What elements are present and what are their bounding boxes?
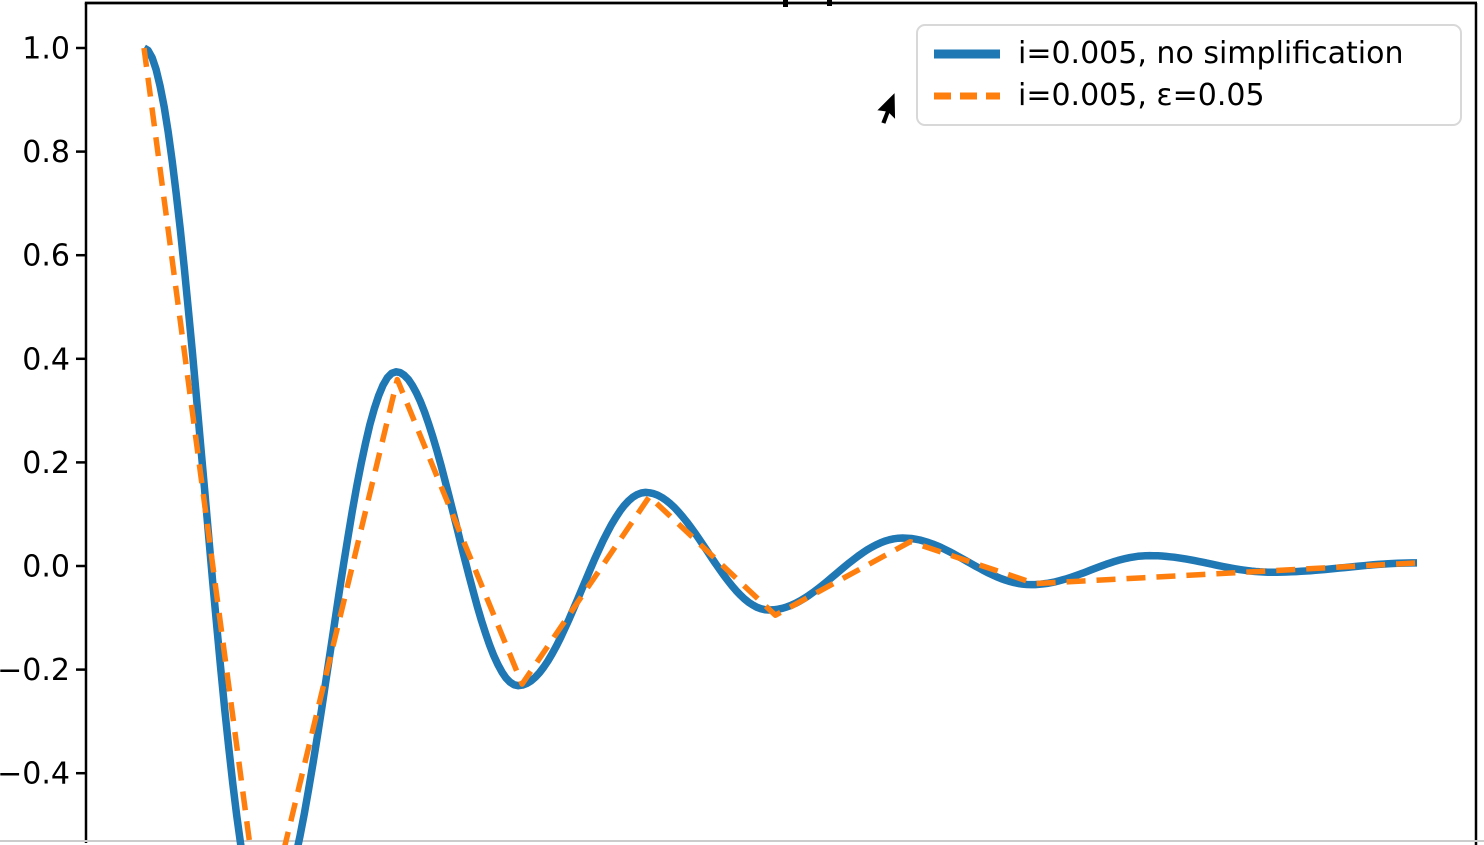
y-tick-label: 0.4 [22, 342, 70, 377]
y-tick-label: −0.2 [0, 653, 70, 688]
legend-entry-no-simplification: i=0.005, no simplification [932, 35, 1460, 71]
legend-label-no-simplification: i=0.005, no simplification [1018, 35, 1404, 71]
legend-swatch-dashed-line [934, 92, 1000, 100]
y-tick-label: −0.4 [0, 757, 70, 792]
y-tick-label: 0.0 [22, 550, 70, 585]
legend: i=0.005, no simplification i=0.005, ε=0.… [916, 24, 1462, 126]
legend-entry-epsilon: i=0.005, ε=0.05 [932, 81, 1460, 111]
series-simplified-line [141, 47, 1418, 845]
y-tick-label: 0.6 [22, 239, 70, 274]
y-tick-label: 0.8 [22, 135, 70, 170]
mouse-cursor-arrow [875, 90, 897, 125]
y-tick-label: 1.0 [22, 32, 70, 67]
clipped-title-descenders [783, 0, 832, 7]
y-tick-label: 0.2 [22, 446, 70, 481]
legend-swatch-solid-line [934, 49, 1000, 59]
legend-label-epsilon: i=0.005, ε=0.05 [1018, 78, 1265, 114]
series-no-simplification-line [142, 44, 1417, 845]
